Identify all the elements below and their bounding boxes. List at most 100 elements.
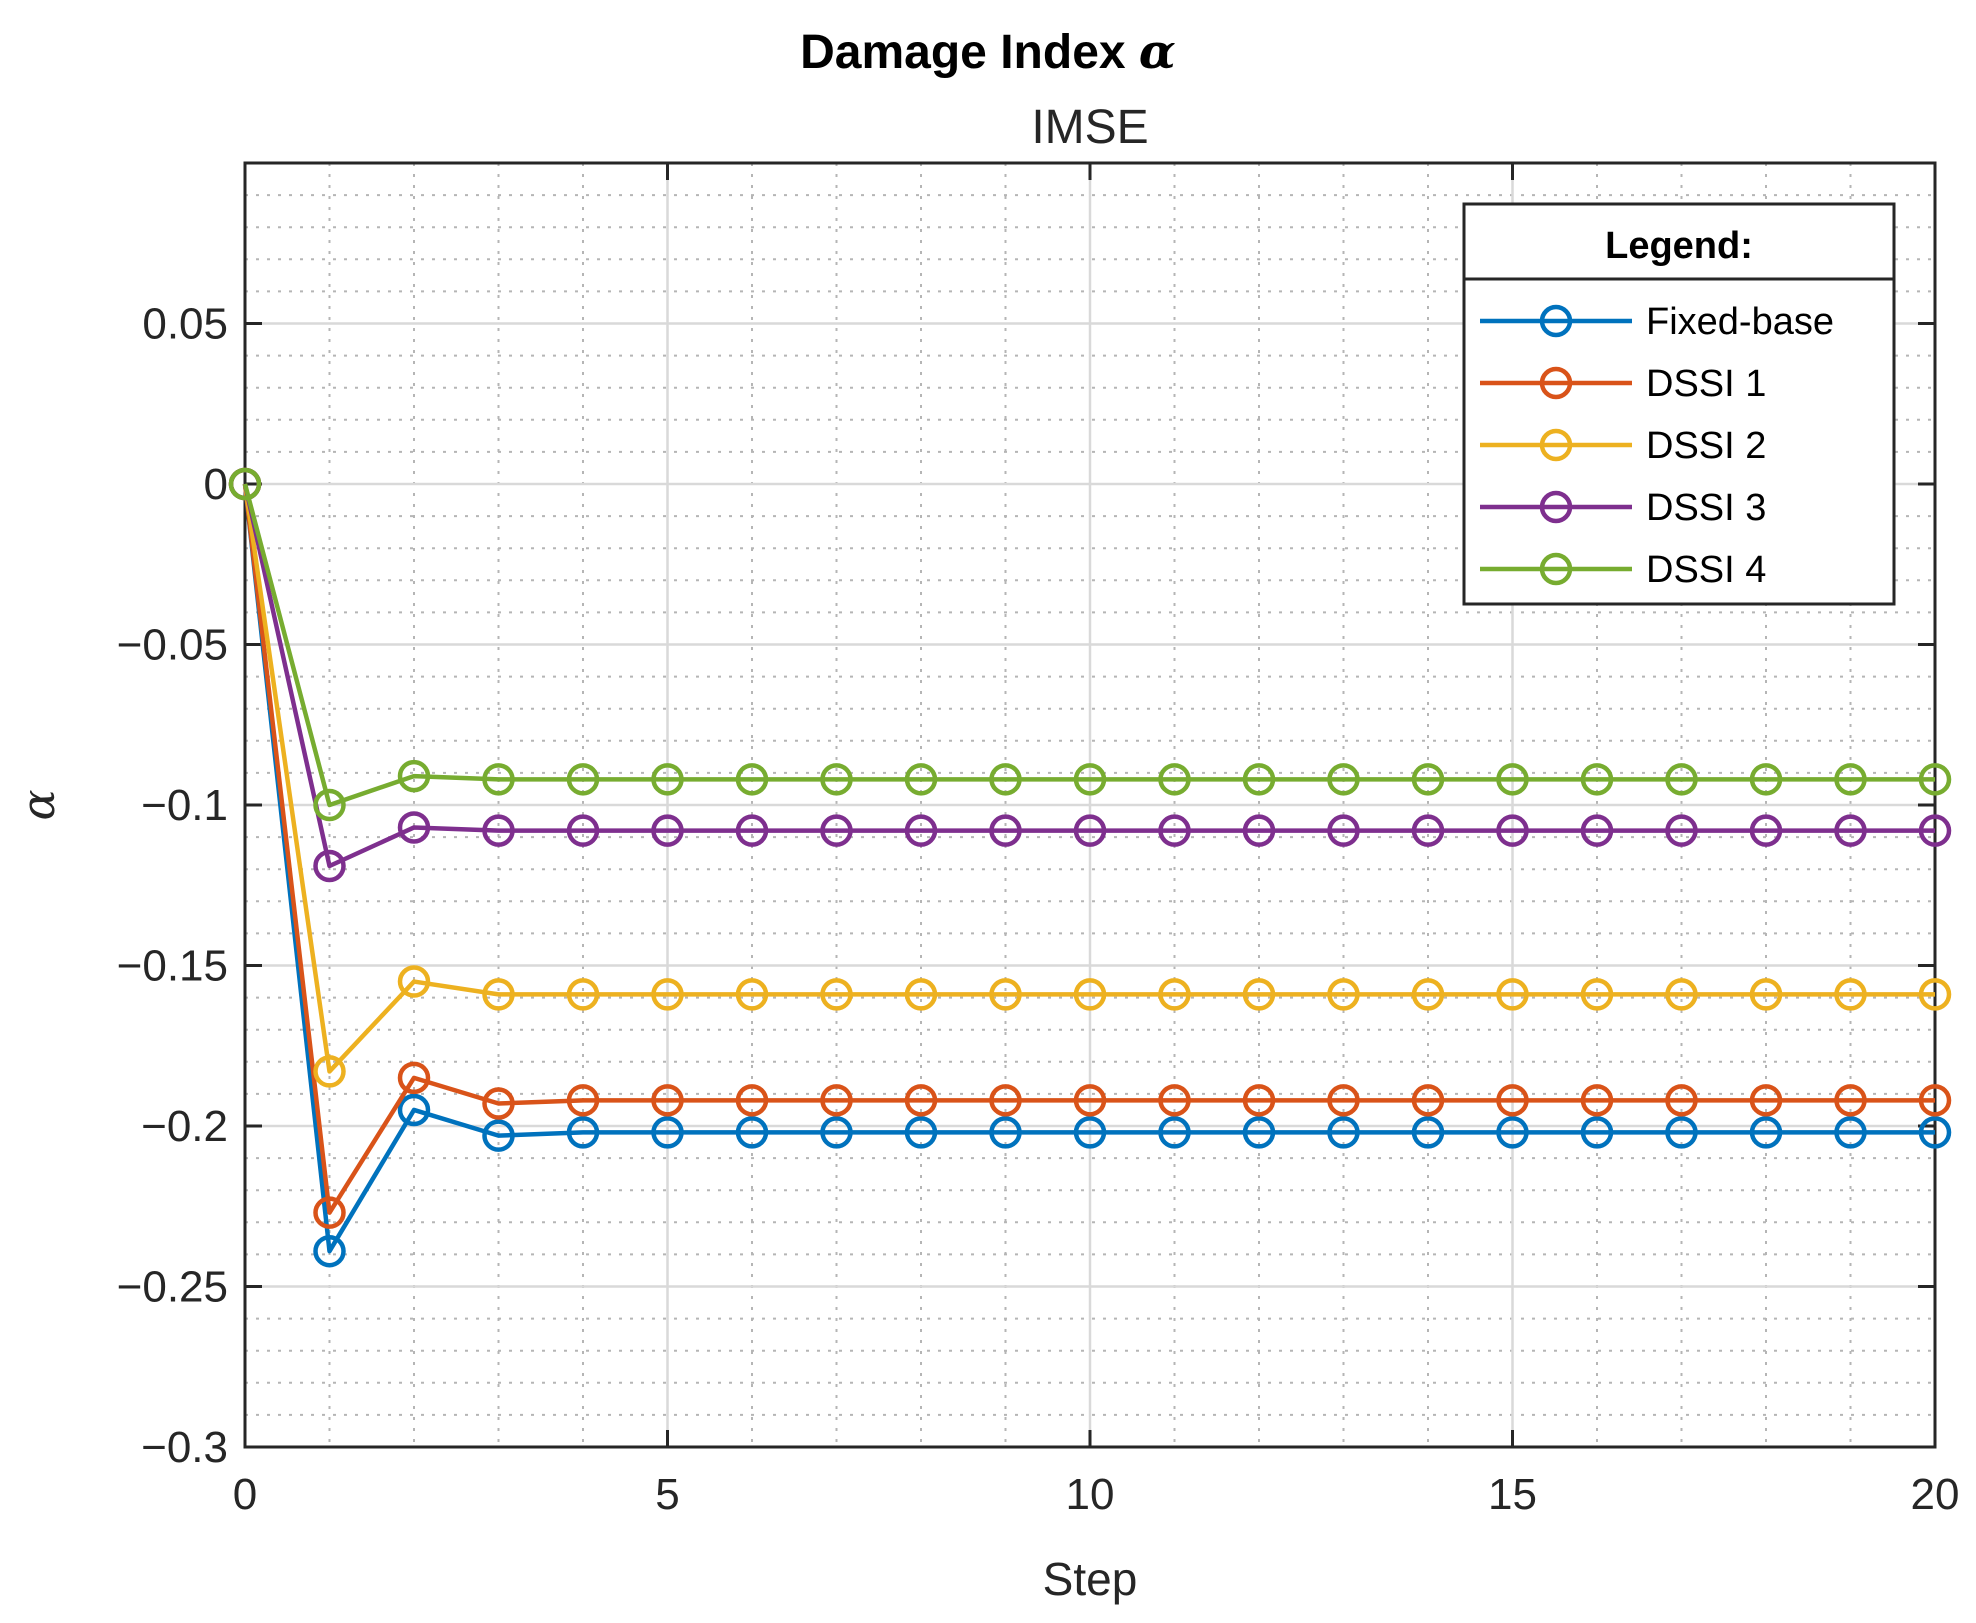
data-point	[735, 1116, 769, 1149]
data-point	[820, 814, 853, 847]
legend-item: DSSI 3	[1480, 487, 1766, 529]
x-tick-label: 0	[233, 1470, 257, 1519]
data-point	[1327, 1116, 1360, 1149]
data-point	[651, 763, 684, 796]
legend-swatch-marker	[1539, 366, 1573, 400]
data-point	[989, 763, 1022, 796]
y-tick-labels: 0.05 0 −0.05 −0.1 −0.15 −0.2 −0.25 −0.3	[117, 300, 228, 1473]
data-point	[1242, 1116, 1276, 1149]
data-point	[1918, 1116, 1952, 1149]
data-point	[313, 849, 346, 883]
legend-item: DSSI 2	[1480, 425, 1766, 467]
data-point	[651, 978, 684, 1011]
data-point	[1411, 814, 1445, 847]
data-point	[1073, 814, 1107, 847]
data-point	[1158, 1116, 1191, 1149]
legend: Legend: Fixed-base DSSI 1 DSSI 2 DSSI 3 DSSI…	[1462, 202, 1896, 606]
data-point	[1327, 763, 1360, 796]
series-line	[242, 483, 1935, 1074]
legend-swatch-marker	[1539, 428, 1573, 462]
data-point	[989, 1084, 1022, 1117]
series-line	[242, 483, 1935, 1215]
data-point	[1496, 1084, 1529, 1117]
data-point	[1073, 763, 1107, 796]
x-tick-label: 10	[1066, 1470, 1115, 1519]
data-point	[651, 1084, 684, 1117]
legend-item: DSSI 1	[1480, 363, 1766, 405]
data-point	[1580, 763, 1614, 796]
data-point	[904, 978, 938, 1011]
data-point	[1834, 1116, 1867, 1149]
data-point	[1749, 1084, 1783, 1117]
x-tick-labels: 0 5 10 15 20	[233, 1470, 1960, 1519]
data-point	[651, 1116, 684, 1149]
data-point	[1073, 1116, 1107, 1149]
data-point	[397, 759, 431, 793]
legend-label: DSSI 1	[1646, 363, 1766, 405]
data-point	[1496, 978, 1529, 1011]
data-point	[1327, 1084, 1360, 1117]
x-tick-label: 20	[1911, 1470, 1960, 1519]
data-point	[1580, 1084, 1614, 1117]
data-point	[1411, 763, 1445, 796]
y-tick-label: −0.2	[141, 1102, 228, 1151]
data-point	[228, 467, 262, 501]
data-point	[566, 1116, 600, 1149]
legend-label: DSSI 2	[1646, 425, 1766, 467]
data-point	[1580, 814, 1614, 847]
data-point	[989, 978, 1022, 1011]
data-point	[1749, 763, 1783, 796]
data-point	[482, 763, 515, 796]
data-point	[735, 978, 769, 1011]
legend-item: DSSI 4	[1480, 549, 1766, 591]
legend-label: DSSI 4	[1646, 549, 1766, 591]
data-point	[904, 814, 938, 847]
data-point	[1073, 978, 1107, 1011]
data-point	[1411, 978, 1445, 1011]
legend-box	[1462, 202, 1896, 606]
y-tick-label: 0.05	[142, 300, 228, 349]
legend-title: Legend:	[1605, 225, 1753, 267]
data-point	[735, 814, 769, 847]
data-point	[1834, 978, 1867, 1011]
y-tick-label: −0.05	[117, 621, 228, 670]
data-point	[1834, 763, 1867, 796]
data-point	[735, 763, 769, 796]
data-point	[735, 1084, 769, 1117]
data-point	[1918, 814, 1952, 847]
data-point	[820, 1116, 853, 1149]
data-point	[1158, 763, 1191, 796]
x-axis-label: Step	[1043, 1553, 1138, 1605]
series-line	[242, 483, 1935, 869]
legend-swatch-marker	[1539, 304, 1573, 338]
data-point	[1496, 763, 1529, 796]
data-point	[1496, 1116, 1529, 1149]
data-point	[313, 1055, 346, 1088]
chart-title: Damage Index α	[800, 24, 1176, 80]
data-point	[1834, 1084, 1867, 1117]
data-point	[1665, 814, 1698, 847]
data-point	[566, 814, 600, 847]
data-point	[397, 965, 431, 998]
data-point	[1918, 978, 1952, 1011]
legend-label: DSSI 3	[1646, 487, 1766, 529]
data-point	[820, 763, 853, 796]
data-point	[989, 814, 1022, 847]
data-point	[1073, 1084, 1107, 1117]
data-point	[1327, 978, 1360, 1011]
legend-label: Fixed-base	[1646, 301, 1834, 343]
data-point	[1327, 814, 1360, 847]
series-dssi-2	[228, 467, 1952, 1088]
legend-swatch-marker	[1539, 490, 1573, 524]
data-point	[904, 763, 938, 796]
data-point	[482, 1119, 515, 1152]
x-tick-label: 5	[655, 1470, 679, 1519]
series-layer	[228, 467, 1952, 1268]
data-point	[820, 978, 853, 1011]
data-point	[1242, 978, 1276, 1011]
series-dssi-4	[228, 467, 1952, 822]
data-point	[1665, 763, 1698, 796]
data-point	[1918, 763, 1952, 796]
data-point	[313, 1196, 346, 1229]
